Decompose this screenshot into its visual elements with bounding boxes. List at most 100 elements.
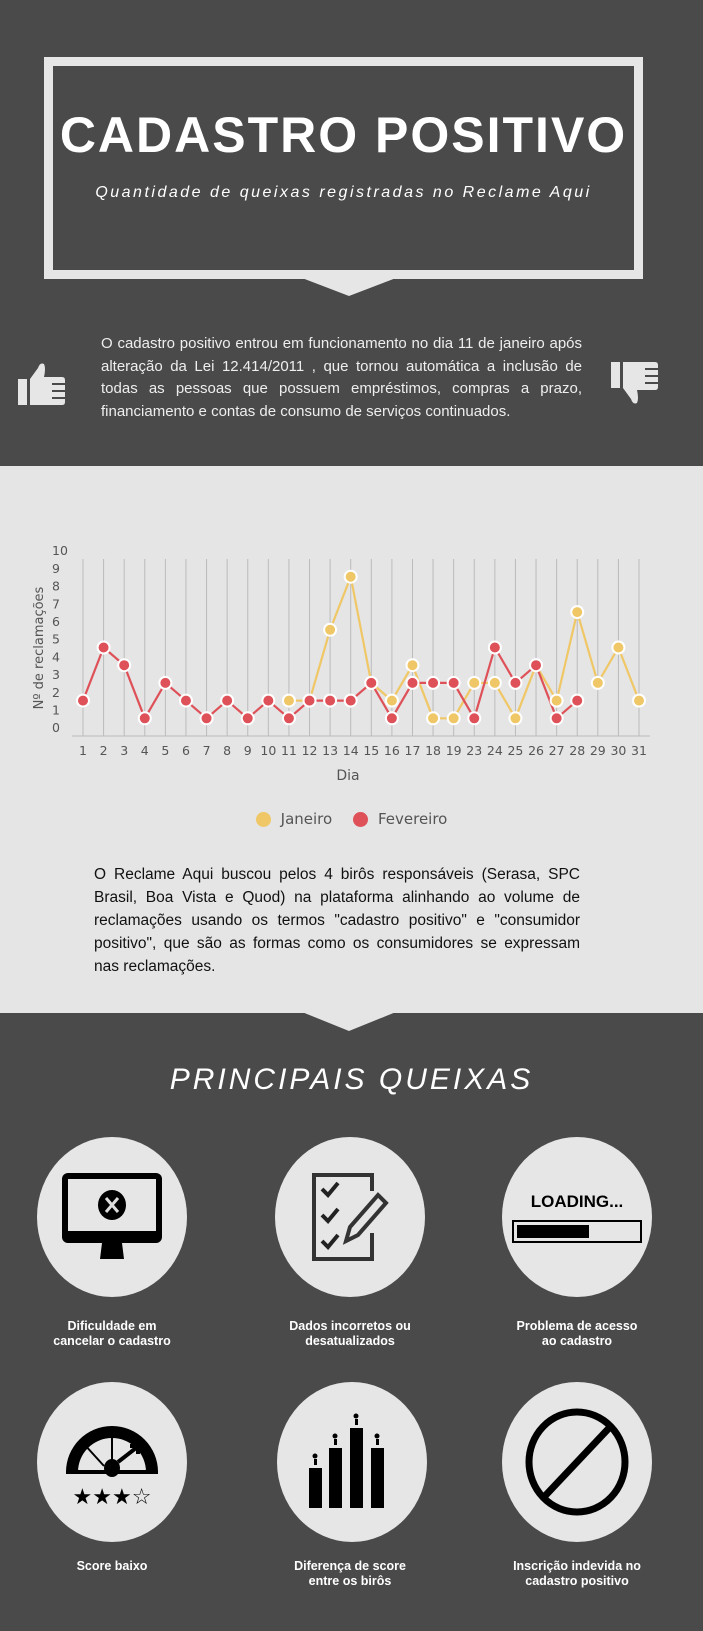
complaint-label: Score baixo	[76, 1559, 148, 1573]
data-point-janeiro	[611, 640, 626, 655]
data-point-fevereiro	[76, 693, 90, 708]
x-tick-label: 25	[507, 743, 523, 758]
legend-label: Janeiro	[280, 810, 333, 828]
x-tick-label: 29	[590, 743, 606, 758]
x-tick-label: 15	[363, 743, 379, 758]
loading-text: LOADING...	[530, 1191, 624, 1211]
complaint-icon-circle	[275, 1137, 425, 1297]
legend-item-fevereiro[interactable]: Fevereiro	[352, 810, 447, 828]
pointer-triangle	[302, 278, 396, 296]
data-point-fevereiro	[199, 711, 214, 726]
chart-legend: Janeiro Fevereiro	[0, 810, 703, 831]
data-point-fevereiro	[384, 711, 399, 726]
x-tick-label: 8	[223, 743, 231, 758]
complaint-label: Dados incorretos ou desatualizados	[289, 1319, 411, 1348]
y-axis-label: Nº de reclamações	[32, 586, 47, 709]
thumbs-down-icon	[611, 362, 659, 404]
y-tick-label: 1	[52, 702, 60, 717]
loading-bar	[512, 1219, 642, 1243]
data-point-fevereiro	[240, 711, 255, 726]
y-tick-label: 5	[52, 632, 60, 647]
section-title: PRINCIPAIS QUEIXAS	[169, 1063, 534, 1096]
page-title: CADASTRO POSITIVO	[59, 107, 628, 163]
x-tick-label: 14	[343, 743, 359, 758]
data-point-fevereiro	[508, 675, 523, 690]
x-tick-label: 4	[141, 743, 149, 758]
data-point-janeiro	[343, 569, 358, 584]
x-tick-label: 5	[161, 743, 169, 758]
y-tick-label: 10	[52, 543, 68, 558]
data-point-fevereiro	[323, 693, 338, 708]
data-point-janeiro	[323, 622, 338, 637]
x-tick-label: 31	[631, 743, 647, 758]
complaint-label: Inscrição indevida no cadastro positivo	[513, 1559, 641, 1588]
intro-text: O cadastro positivo entrou em funcioname…	[101, 335, 582, 420]
x-tick-label: 13	[322, 743, 338, 758]
rating-stars: ★★★☆	[73, 1485, 152, 1510]
x-tick-label: 7	[203, 743, 211, 758]
pointer-triangle	[302, 1012, 396, 1031]
monitor-x-icon	[62, 1173, 162, 1259]
x-axis-label: Dia	[336, 768, 359, 784]
y-tick-label: 3	[52, 667, 60, 682]
x-tick-label: 10	[260, 743, 276, 758]
series-line-janeiro	[288, 572, 641, 721]
x-tick-label: 9	[244, 743, 252, 758]
checklist-pencil-icon	[312, 1173, 389, 1261]
x-tick-label: 16	[384, 743, 400, 758]
complaint-icon-circle: ★★★☆	[37, 1382, 187, 1542]
data-point-fevereiro	[117, 658, 132, 673]
y-tick-label: 4	[52, 649, 60, 664]
complaint-label: Dificuldade em cancelar o cadastro	[53, 1319, 171, 1348]
chart-section	[0, 466, 703, 1013]
x-tick-label: 18	[425, 743, 441, 758]
x-tick-label: 26	[528, 743, 544, 758]
data-point-fevereiro	[467, 711, 482, 726]
data-point-janeiro	[384, 693, 399, 708]
data-point-fevereiro	[405, 675, 420, 690]
data-point-janeiro	[426, 711, 441, 726]
data-point-fevereiro	[137, 711, 152, 726]
bar-chart-icon	[309, 1413, 384, 1508]
data-point-fevereiro	[487, 640, 502, 655]
legend-swatch	[352, 811, 368, 827]
y-tick-label: 9	[52, 561, 60, 576]
page-subtitle: Quantidade de queixas registradas no Rec…	[95, 184, 592, 201]
data-point-janeiro	[467, 675, 482, 690]
data-point-fevereiro	[529, 658, 544, 673]
x-tick-label: 2	[100, 743, 108, 758]
data-point-janeiro	[446, 711, 461, 726]
x-tick-label: 27	[549, 743, 565, 758]
loading-bar-icon: LOADING...	[512, 1192, 642, 1243]
title-frame: CADASTRO POSITIVO Quantidade de queixas …	[44, 57, 643, 279]
data-point-fevereiro	[158, 675, 173, 690]
data-point-janeiro	[281, 693, 296, 708]
data-point-fevereiro	[570, 693, 585, 708]
data-point-fevereiro	[302, 693, 317, 708]
data-point-fevereiro	[364, 675, 379, 690]
data-point-janeiro	[549, 693, 564, 708]
complaint-label: Diferença de score entre os birôs	[294, 1559, 406, 1588]
legend-item-janeiro[interactable]: Janeiro	[255, 810, 333, 828]
data-point-janeiro	[405, 658, 420, 673]
data-point-fevereiro	[343, 693, 358, 708]
y-tick-label: 6	[52, 614, 60, 629]
x-tick-label: 17	[405, 743, 421, 758]
x-tick-label: 30	[610, 743, 626, 758]
y-tick-label: 0	[52, 720, 60, 735]
data-point-fevereiro	[96, 640, 111, 655]
x-tick-label: 11	[281, 743, 297, 758]
data-point-fevereiro	[261, 693, 276, 708]
complaint-icon-circle	[502, 1382, 652, 1542]
data-point-janeiro	[590, 675, 605, 690]
y-tick-label: 7	[52, 596, 60, 611]
data-point-fevereiro	[446, 675, 461, 690]
x-tick-label: 6	[182, 743, 190, 758]
x-tick-label: 24	[487, 743, 503, 758]
complaint-icon-circle	[277, 1382, 427, 1542]
prohibited-icon	[525, 1408, 629, 1516]
legend-swatch	[255, 811, 271, 827]
data-point-fevereiro	[220, 693, 235, 708]
data-point-fevereiro	[178, 693, 193, 708]
